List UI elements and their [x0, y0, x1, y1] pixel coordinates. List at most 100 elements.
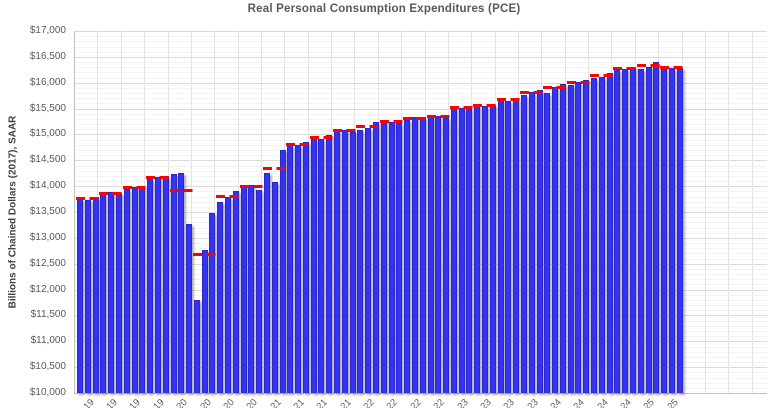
- quarterly-average-dash: [636, 64, 660, 68]
- pce-bar: [676, 67, 683, 393]
- quarterly-average-dash: [496, 98, 520, 102]
- y-tick-label: $17,000: [29, 25, 66, 36]
- pce-bar: [193, 300, 200, 393]
- vertical-gridline: [728, 31, 730, 393]
- minor-gridline: [74, 77, 767, 79]
- quarterly-average-dash: [309, 135, 333, 139]
- pce-bar: [622, 68, 629, 393]
- pce-bar: [458, 108, 465, 393]
- chart-title: Real Personal Consumption Expenditures (…: [247, 3, 521, 15]
- pce-bar: [326, 134, 333, 393]
- quarterly-average-dash: [286, 142, 310, 146]
- pce-bar: [505, 100, 512, 393]
- minor-gridline: [74, 67, 767, 69]
- pce-bar: [302, 141, 309, 393]
- pce-bar: [552, 86, 559, 393]
- quarterly-average-dash: [356, 125, 380, 129]
- y-tick-label: $12,000: [29, 283, 66, 295]
- pce-bar: [365, 128, 372, 393]
- pce-bar: [614, 70, 621, 393]
- vertical-gridline: [214, 31, 216, 393]
- pce-bar: [84, 200, 91, 393]
- vertical-gridline: [751, 31, 753, 393]
- pce-bar: [629, 66, 636, 393]
- pce-bar: [295, 145, 302, 393]
- y-tick-label: $10,000: [29, 387, 66, 398]
- pce-bar: [513, 99, 520, 393]
- minor-gridline: [74, 87, 767, 89]
- pce-bar: [225, 196, 231, 393]
- pce-bar: [474, 105, 481, 393]
- minor-gridline: [74, 51, 767, 53]
- pce-bar: [162, 175, 169, 393]
- y-tick-label: $13,000: [29, 231, 66, 243]
- y-tick-label: $15,000: [29, 128, 66, 140]
- quarterly-average-dash: [519, 90, 543, 94]
- minor-gridline: [74, 46, 767, 48]
- pce-bar: [388, 121, 395, 393]
- y-tick-label: $12,500: [29, 257, 66, 269]
- quarterly-average-dash: [99, 191, 123, 195]
- pce-bar: [341, 129, 348, 393]
- pce-bar: [209, 213, 216, 393]
- pce-bar: [217, 201, 224, 393]
- quarterly-average-dash: [403, 116, 427, 120]
- quarterly-average-dash: [76, 197, 99, 201]
- minor-gridline: [74, 103, 767, 105]
- pce-bar: [310, 138, 317, 393]
- x-axis-tick-labels: Jan-19Apr-19Jul-19Oct-19Jan-20Apr-20Jul-…: [74, 394, 768, 408]
- pce-bar: [598, 76, 605, 393]
- pce-bar: [661, 66, 668, 393]
- pce-bar: [279, 149, 286, 393]
- pce-bar: [668, 67, 675, 393]
- pce-bar: [567, 85, 574, 393]
- pce-bar: [240, 185, 247, 393]
- quarterly-average-dash: [590, 74, 613, 78]
- pce-bar: [334, 129, 340, 393]
- pce-bar: [489, 105, 496, 393]
- pce-bar: [263, 173, 270, 393]
- pce-bar: [92, 197, 99, 393]
- pce-bar: [404, 119, 411, 393]
- quarterly-average-dash: [262, 166, 286, 170]
- quarterly-average-dash: [122, 185, 146, 189]
- pce-bar: [520, 94, 527, 393]
- minor-gridline: [74, 36, 767, 38]
- quarterly-average-dash: [613, 67, 637, 71]
- pce-bar: [201, 250, 208, 393]
- pce-bar: [575, 81, 582, 393]
- minor-gridline: [74, 98, 767, 100]
- pce-bar: [131, 186, 138, 393]
- pce-bar: [77, 199, 83, 393]
- quarterly-average-dash: [660, 65, 684, 69]
- pce-bar: [466, 107, 473, 393]
- quarterly-average-dash: [449, 106, 473, 109]
- y-tick-label: $14,000: [29, 180, 66, 192]
- pce-bar: [583, 80, 590, 393]
- pce-bar: [186, 224, 192, 393]
- pce-bar: [115, 193, 122, 393]
- y-tick-label: $16,500: [29, 50, 66, 62]
- pce-bar: [536, 90, 543, 393]
- minor-gridline: [74, 72, 767, 74]
- major-gridline: [74, 108, 767, 110]
- pce-bar: [108, 192, 115, 393]
- pce-bar: [497, 100, 504, 393]
- pce-bar: [154, 177, 161, 393]
- pce-bar: [606, 72, 613, 393]
- minor-gridline: [74, 62, 767, 63]
- pce-bar: [380, 119, 387, 393]
- minor-gridline: [74, 113, 767, 115]
- pce-bar: [349, 131, 356, 393]
- pce-bar: [544, 92, 551, 393]
- quarterly-average-dash: [192, 253, 216, 257]
- pce-bar: [318, 139, 325, 393]
- pce-bar: [645, 66, 652, 393]
- quarterly-average-dash: [543, 86, 567, 90]
- quarterly-average-dash: [239, 185, 263, 189]
- y-axis-line: [74, 31, 75, 393]
- pce-bar: [287, 145, 294, 393]
- pce-bar: [637, 68, 644, 393]
- x-axis-line: [74, 393, 767, 394]
